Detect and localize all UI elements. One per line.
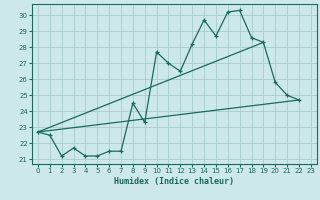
- X-axis label: Humidex (Indice chaleur): Humidex (Indice chaleur): [115, 177, 234, 186]
